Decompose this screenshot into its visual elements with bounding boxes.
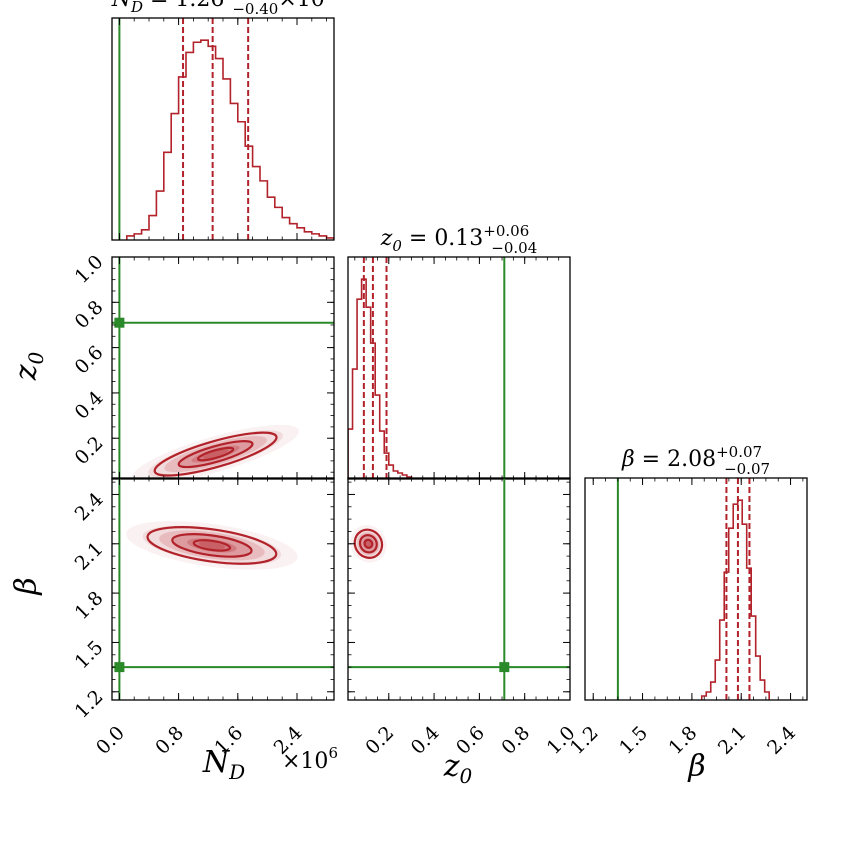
- joint-z0-beta-contour-1: [363, 538, 374, 549]
- y-axis-title-z0-subscript: 0: [24, 351, 48, 364]
- marginal-beta-histogram: [700, 499, 770, 700]
- joint-z0-beta-contour-3: [353, 528, 384, 559]
- title-symbol: β: [621, 447, 635, 472]
- y-tick-label-beta: 2.1: [71, 538, 108, 575]
- panel-title-z0: z0 = 0.13+0.06 −0.04: [380, 222, 537, 257]
- marginal-ND-plot: [118, 18, 334, 240]
- x-axis-title-z0: z0: [443, 749, 473, 788]
- x-tick-label-ND: 0.8: [151, 722, 188, 759]
- x-tick-label-beta: 1.5: [615, 722, 652, 759]
- y-tick-label-z0: 0.4: [71, 387, 108, 424]
- title-subscript: 0: [392, 237, 402, 255]
- joint-ND-z0-contour-3: [153, 431, 278, 477]
- joint-ND-beta-plot: [112, 478, 334, 700]
- marginal-z0-plot: [348, 257, 506, 479]
- y-tick-label-z0: 0.6: [71, 342, 108, 379]
- joint-ND-beta-density: [159, 530, 265, 561]
- x-axis-title-beta-symbol: β: [687, 749, 705, 784]
- y-tick-label-beta: 1.5: [71, 636, 108, 673]
- x-axis-title-ND: ND: [202, 745, 245, 784]
- x-axis-title-beta: β: [687, 749, 705, 784]
- x-tick-label-z0: 0.4: [407, 722, 444, 759]
- x-tick-label-z0: 1.0: [543, 722, 580, 759]
- title-equals: =: [635, 447, 667, 472]
- x-tick-label-z0: 0.8: [497, 722, 534, 759]
- title-plus: +0.06: [483, 222, 529, 240]
- joint-z0-beta-frame: [347, 477, 571, 701]
- marginal-beta-frame: [584, 477, 808, 701]
- marginal-ND-frame: [111, 17, 335, 241]
- joint-z0-beta-density: [365, 540, 372, 547]
- x-axis-title-z0-subscript: 0: [460, 764, 473, 788]
- title-minus: −0.04: [491, 239, 537, 257]
- panel-title-beta: β = 2.08+0.07 −0.07: [621, 443, 770, 478]
- y-tick-label-beta: 1.2: [71, 686, 108, 723]
- joint-ND-beta-contour-1: [192, 539, 232, 552]
- x-axis-title-z0-symbol: z: [443, 749, 460, 784]
- title-minus: −0.07: [724, 460, 770, 478]
- title-equals: =: [143, 0, 175, 12]
- marginal-beta-plot: [616, 478, 770, 700]
- x-tick-label-z0: 0.2: [361, 722, 398, 759]
- marginal-z0-frame: [347, 256, 571, 480]
- x-axis-offset-ND: ×106: [282, 744, 338, 774]
- marginal-ND-histogram: [126, 39, 334, 240]
- title-value: 2.08: [667, 447, 716, 472]
- joint-ND-z0-truth-marker: [114, 317, 125, 328]
- title-plus: +0.07: [716, 443, 762, 461]
- y-axis-title-z0-symbol: z: [9, 364, 44, 381]
- joint-ND-z0-contour-2: [177, 440, 254, 469]
- joint-z0-beta-density: [360, 535, 377, 553]
- joint-ND-z0-contour-1: [196, 446, 235, 462]
- joint-z0-beta-density: [353, 528, 384, 559]
- title-equals: =: [402, 226, 434, 251]
- joint-ND-z0-plot: [112, 257, 334, 479]
- title-plus: +0.48: [224, 0, 270, 1]
- x-axis-title-ND-subscript: D: [228, 760, 245, 784]
- joint-ND-z0-density: [178, 441, 253, 468]
- y-tick-label-z0: 0.2: [71, 432, 108, 469]
- title-value: 0.13: [434, 226, 483, 251]
- x-tick-label-beta: 2.1: [714, 722, 751, 759]
- title-symbol: z: [380, 226, 393, 251]
- joint-ND-beta-contour-2: [171, 533, 253, 558]
- title-exponent: 6: [325, 0, 335, 1]
- joint-z0-beta-plot: [348, 478, 570, 700]
- joint-ND-z0-density: [191, 445, 240, 463]
- joint-ND-beta-density: [187, 538, 237, 553]
- joint-ND-z0-density: [164, 436, 267, 473]
- joint-ND-z0-density: [202, 449, 229, 459]
- y-axis-title-beta: β: [9, 577, 44, 595]
- x-tick-label-beta: 2.4: [763, 722, 800, 759]
- title-value: 1.26: [175, 0, 224, 12]
- title-minus: −0.40: [232, 0, 278, 18]
- joint-z0-beta-truth-marker: [499, 662, 510, 673]
- joint-ND-beta-truth-marker: [114, 662, 125, 673]
- joint-ND-beta-density: [198, 541, 226, 550]
- offset-exponent: 6: [328, 744, 338, 762]
- title-multiplier: ×10: [278, 0, 324, 12]
- y-tick-label-z0: 0.8: [71, 296, 108, 333]
- y-tick-label-beta: 2.4: [71, 488, 108, 525]
- title-symbol: N: [111, 0, 132, 12]
- joint-z0-beta-contour-2: [358, 534, 378, 554]
- joint-ND-z0-density: [132, 424, 299, 479]
- x-axis-title-ND-symbol: N: [202, 745, 231, 780]
- offset-base: ×10: [282, 749, 328, 774]
- x-tick-label-ND: 0.0: [92, 722, 129, 759]
- marginal-z0-histogram: [348, 278, 413, 479]
- joint-ND-beta-density: [126, 521, 298, 570]
- y-axis-title-z0: z0: [9, 351, 48, 381]
- joint-ND-beta-contour-3: [146, 526, 278, 565]
- panel-title-ND: ND = 1.26+0.48−0.40×106: [111, 0, 335, 18]
- y-axis-title-beta-symbol: β: [9, 577, 44, 595]
- title-subscript: D: [130, 0, 143, 16]
- y-tick-label-beta: 1.8: [71, 587, 108, 624]
- y-tick-label-z0: 1.0: [71, 251, 108, 288]
